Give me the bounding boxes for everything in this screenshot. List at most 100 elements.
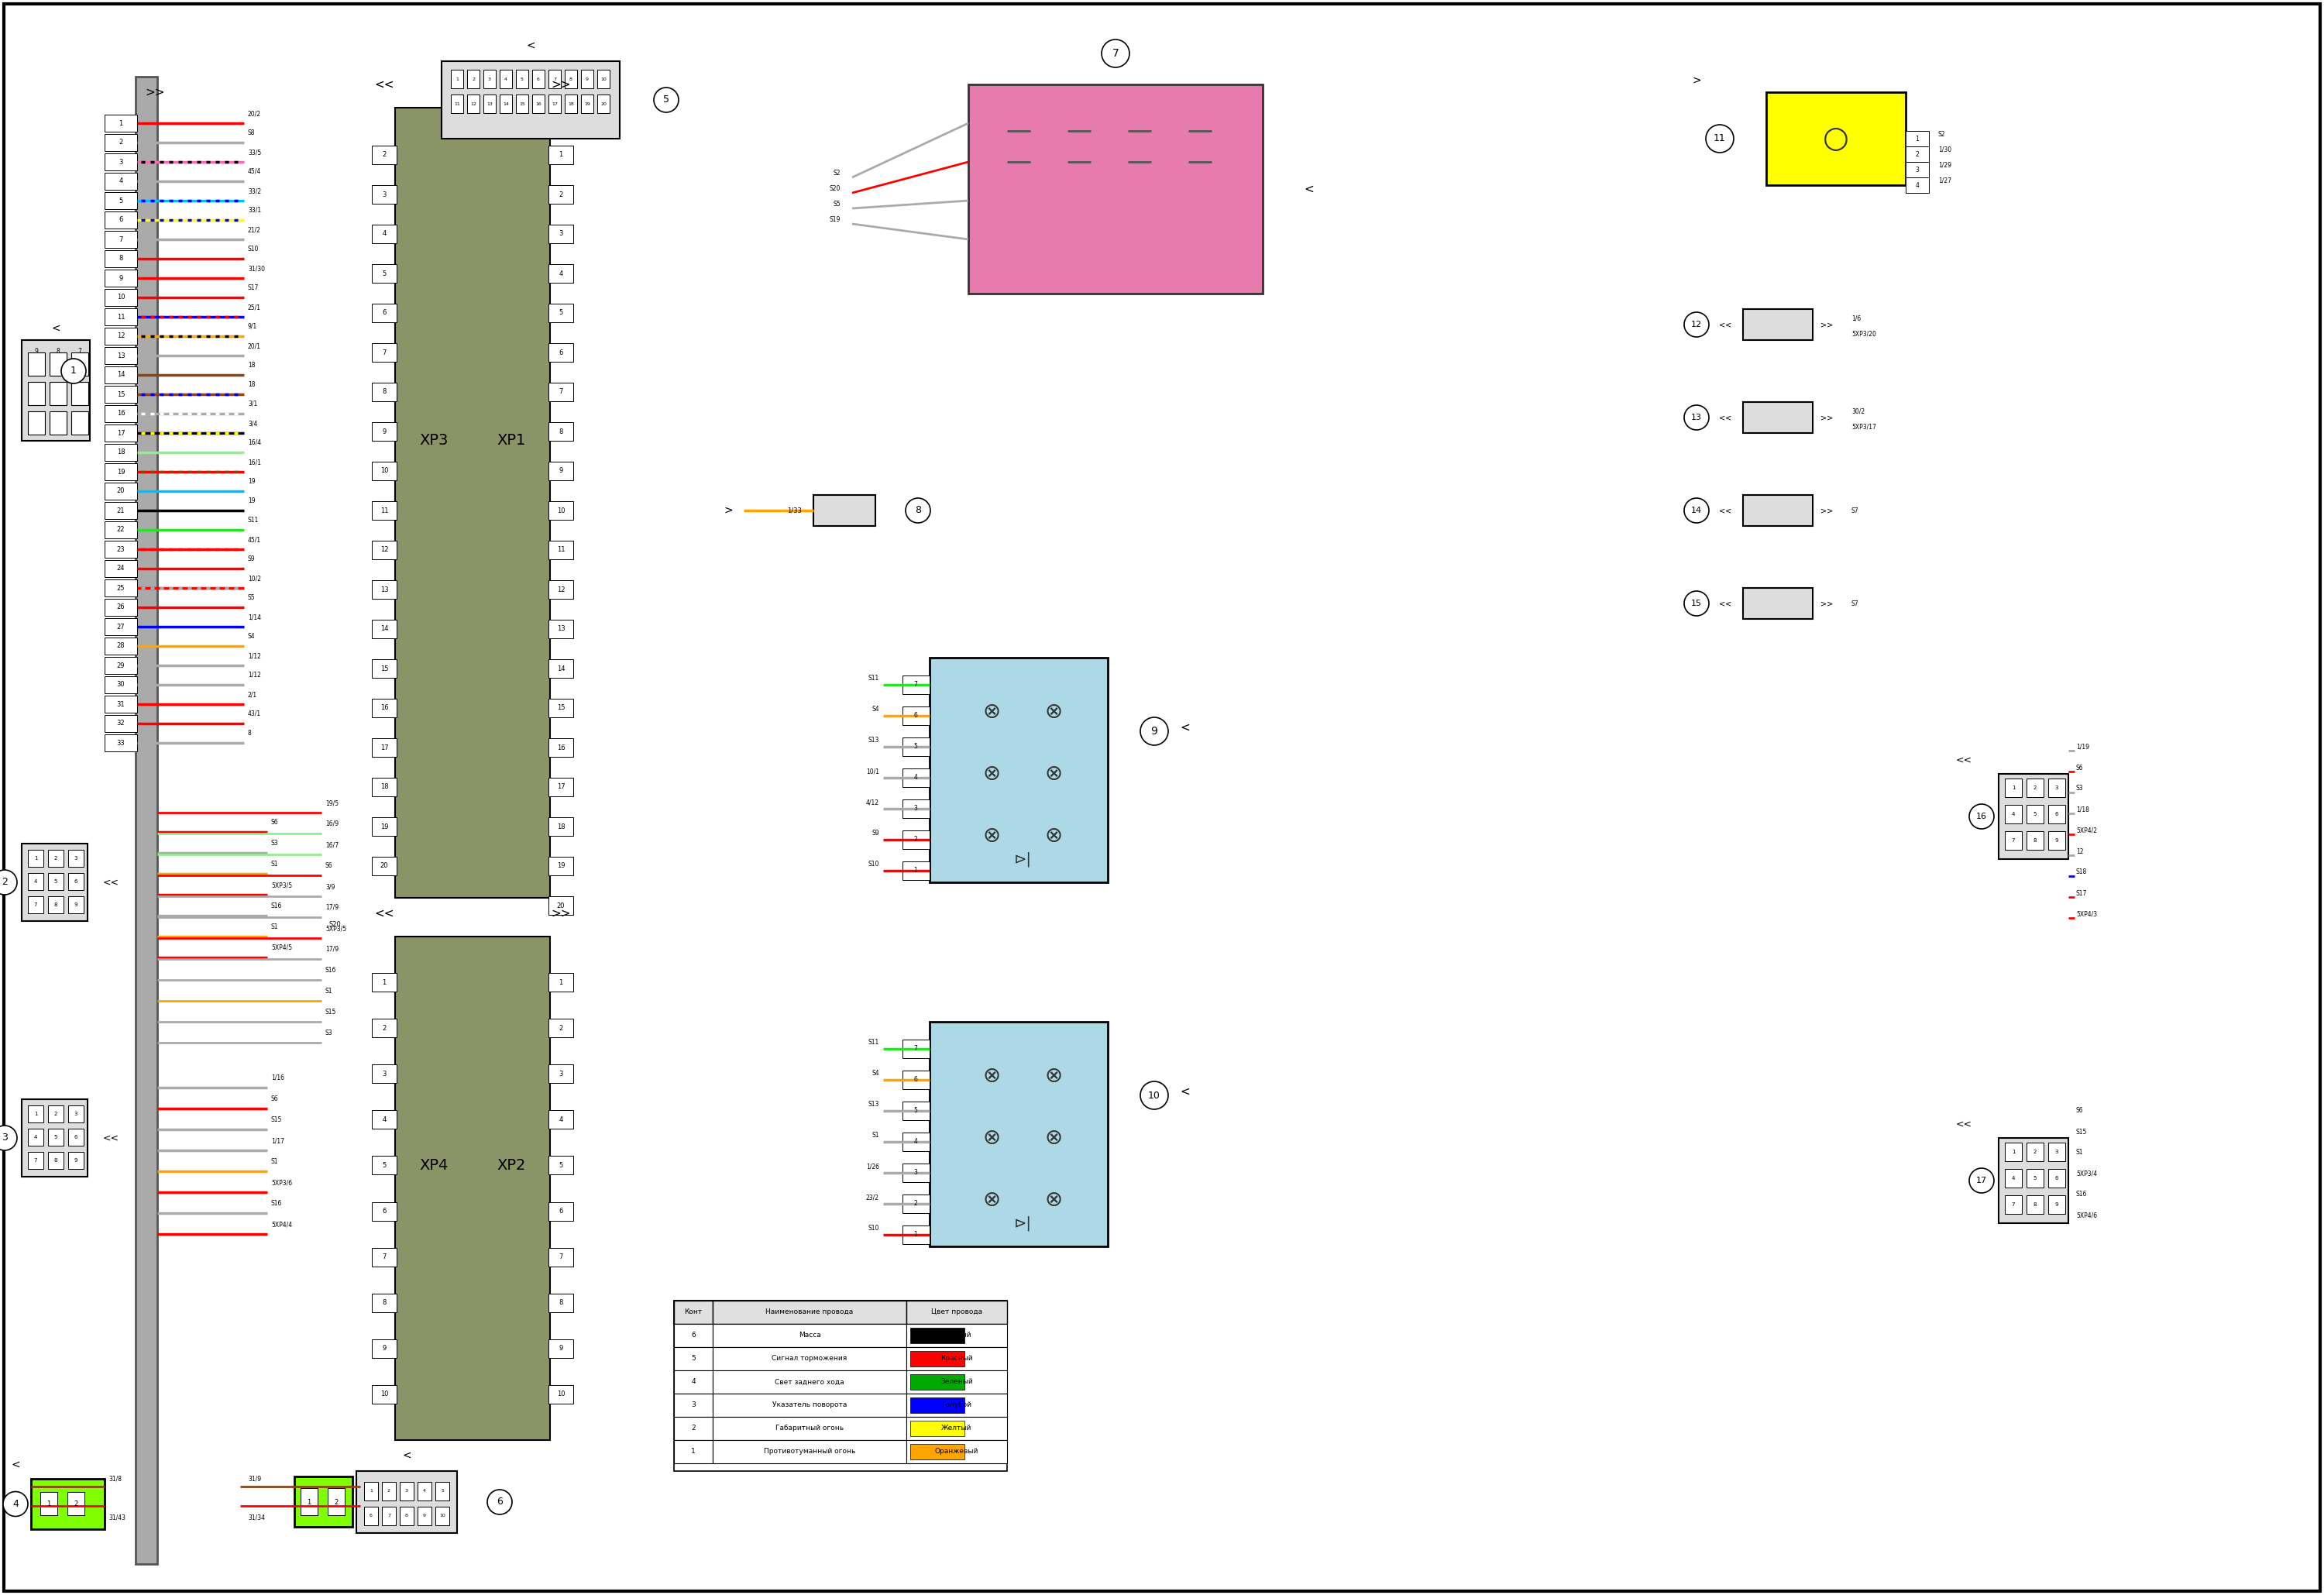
Text: 17: 17	[1975, 1177, 1987, 1185]
Bar	[442, 61, 621, 139]
Text: S8: S8	[249, 129, 256, 136]
Text: 31/9: 31/9	[249, 1475, 260, 1482]
Text: 5: 5	[913, 743, 918, 750]
Text: 11: 11	[1713, 134, 1727, 144]
Text: S5: S5	[249, 595, 256, 601]
Bar	[372, 973, 397, 992]
Text: <<: <<	[102, 877, 119, 887]
Bar	[365, 1482, 379, 1501]
Text: 25: 25	[116, 584, 125, 592]
Text: 9: 9	[586, 77, 588, 81]
Text: 1: 1	[1915, 136, 1920, 142]
Text: 10: 10	[381, 1391, 388, 1397]
Text: 7: 7	[79, 348, 81, 354]
Text: ⊗: ⊗	[1043, 1190, 1062, 1211]
Bar	[2006, 805, 2022, 823]
Bar	[713, 1324, 906, 1348]
Text: 1/18: 1/18	[2075, 805, 2089, 813]
Circle shape	[1706, 124, 1734, 153]
Bar	[548, 659, 574, 678]
Text: S16: S16	[272, 903, 281, 909]
Text: 31/34: 31/34	[249, 1514, 265, 1522]
Text: 4: 4	[381, 1116, 386, 1123]
Bar	[548, 1384, 574, 1404]
Text: 2: 2	[913, 1201, 918, 1207]
Text: 4: 4	[381, 230, 386, 238]
Bar	[105, 734, 137, 751]
Text: 3: 3	[381, 191, 386, 198]
Bar	[2006, 1142, 2022, 1161]
Text: 16/7: 16/7	[325, 841, 339, 849]
Text: 5: 5	[442, 1490, 444, 1493]
Text: 7: 7	[381, 349, 386, 356]
Text: 6: 6	[497, 1498, 502, 1507]
Text: <<: <<	[1957, 754, 1971, 766]
Text: S15: S15	[2075, 1128, 2087, 1136]
Bar	[372, 659, 397, 678]
Bar	[2006, 1169, 2022, 1188]
Bar	[372, 501, 397, 520]
Text: S20: S20	[328, 922, 342, 928]
Bar	[28, 850, 44, 866]
Text: 19: 19	[381, 823, 388, 829]
Text: 3: 3	[1915, 166, 1920, 174]
Text: S4: S4	[871, 1070, 878, 1077]
Text: S10: S10	[249, 246, 258, 252]
Bar	[21, 340, 91, 440]
Text: 10: 10	[439, 1514, 446, 1518]
Bar	[105, 695, 137, 713]
Circle shape	[1141, 718, 1169, 745]
Text: 2: 2	[119, 139, 123, 147]
Text: 18: 18	[381, 783, 388, 791]
Bar	[49, 872, 63, 890]
Bar	[548, 185, 574, 204]
Text: 17: 17	[381, 743, 388, 751]
Bar	[105, 424, 137, 442]
Text: 14: 14	[1692, 507, 1701, 514]
Bar	[372, 738, 397, 758]
Text: S17: S17	[2075, 890, 2087, 896]
Text: XP4: XP4	[418, 1158, 449, 1172]
Text: 1: 1	[558, 979, 562, 986]
Text: 5XP3/20: 5XP3/20	[1852, 330, 1875, 338]
Text: ⊳|: ⊳|	[1013, 852, 1032, 866]
Bar	[372, 1340, 397, 1357]
Bar	[713, 1394, 906, 1416]
Bar	[105, 308, 137, 325]
Bar	[902, 1102, 930, 1120]
Text: ⊗: ⊗	[1043, 762, 1062, 785]
Text: 12: 12	[469, 102, 476, 105]
Bar	[500, 94, 511, 113]
Text: S13: S13	[869, 1101, 878, 1109]
Text: 4: 4	[119, 177, 123, 185]
Bar	[902, 1132, 930, 1152]
Text: 12: 12	[116, 333, 125, 340]
Text: 6: 6	[913, 713, 918, 719]
Text: 17/9: 17/9	[325, 904, 339, 911]
Text: 31/8: 31/8	[109, 1475, 121, 1482]
Bar	[372, 620, 397, 638]
Text: 13: 13	[558, 625, 565, 633]
Text: 5XP3/5: 5XP3/5	[325, 925, 346, 931]
Text: 28: 28	[116, 643, 125, 649]
Text: 5XP4/3: 5XP4/3	[2075, 911, 2096, 917]
Bar	[2047, 805, 2066, 823]
Bar	[548, 343, 574, 362]
Text: 4: 4	[913, 774, 918, 782]
Bar	[49, 412, 67, 434]
Bar	[381, 1507, 395, 1525]
Text: 27: 27	[116, 624, 125, 630]
Text: 2: 2	[335, 1499, 339, 1506]
Text: 31: 31	[116, 700, 125, 708]
Text: ⊗: ⊗	[983, 1190, 1002, 1211]
Text: 5: 5	[381, 270, 386, 278]
Text: 19: 19	[249, 478, 256, 485]
Text: S9: S9	[249, 555, 256, 563]
Bar	[49, 381, 67, 405]
Bar	[902, 1225, 930, 1244]
Text: 4: 4	[35, 879, 37, 884]
Text: S10: S10	[869, 861, 878, 868]
Text: 7: 7	[558, 389, 562, 396]
Text: XP2: XP2	[497, 1158, 525, 1172]
Text: 1: 1	[690, 1448, 695, 1455]
